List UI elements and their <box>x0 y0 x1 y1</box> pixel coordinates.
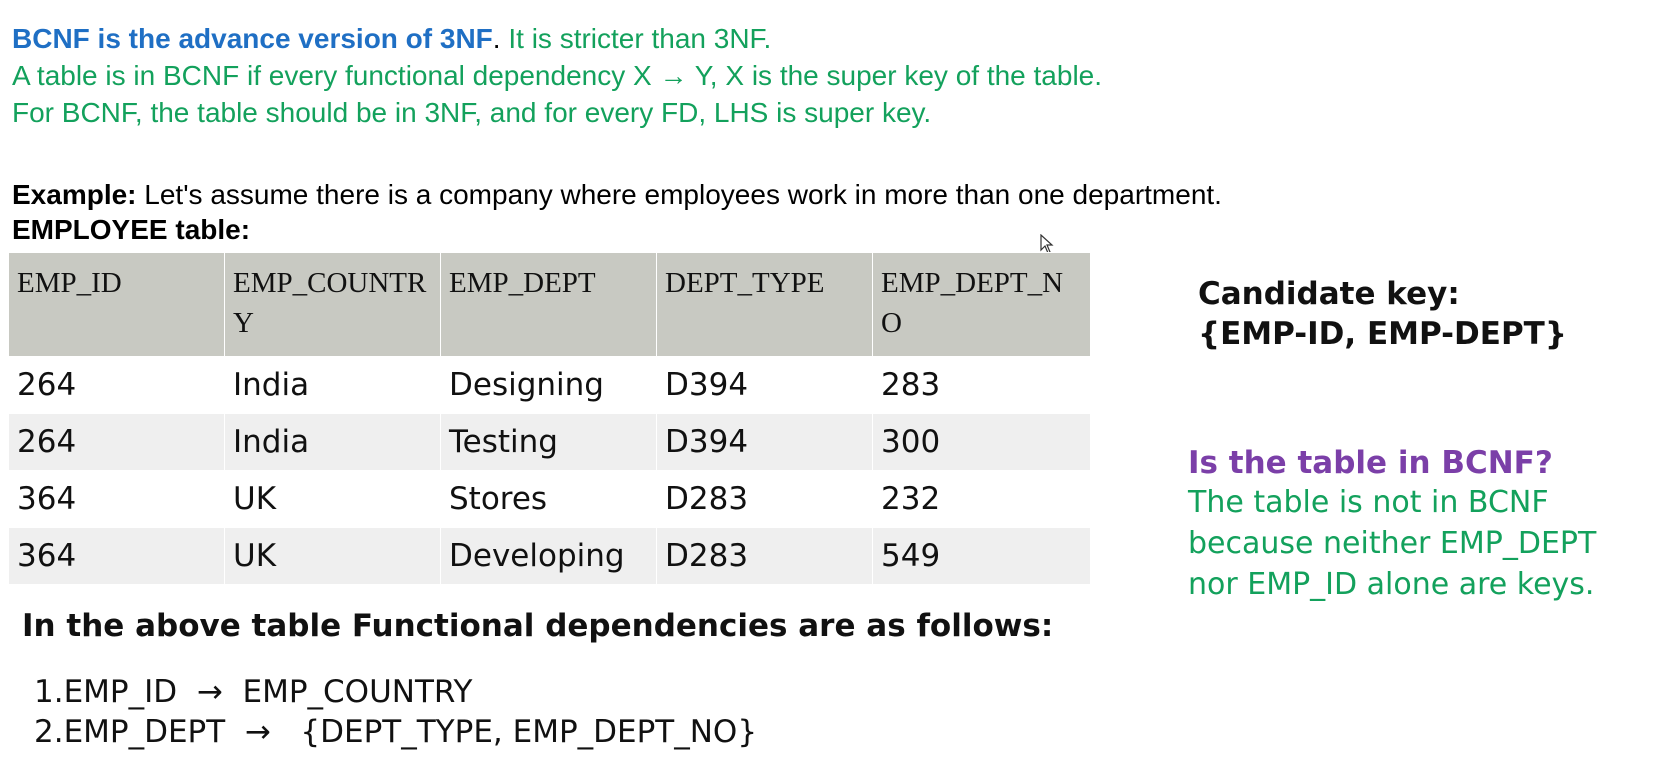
intro-bold-heading: BCNF is the advance version of 3NF <box>12 23 493 54</box>
table-row: 364 UK Developing D283 549 <box>8 527 1091 585</box>
bcnf-answer-line-1: The table is not in BCNF <box>1188 485 1549 520</box>
bcnf-answer-line-2: because neither EMP_DEPT <box>1188 526 1597 561</box>
fd-item-1: 1.EMP_ID → EMP_COUNTRY <box>34 674 473 710</box>
example-label: Example: <box>12 179 137 210</box>
table-cell: Stores <box>440 470 657 528</box>
table-cell: UK <box>224 527 441 585</box>
table-cell: D283 <box>656 470 873 528</box>
intro-line-2: A table is in BCNF if every functional d… <box>12 60 1103 91</box>
table-cell: D394 <box>656 356 873 414</box>
header-dept-type: DEPT_TYPE <box>656 252 873 357</box>
intro-stricter-text: It is stricter than 3NF. <box>500 23 772 54</box>
fd-item-2: 2.EMP_DEPT → {DEPT_TYPE, EMP_DEPT_NO} <box>34 714 758 750</box>
table-cell: Developing <box>440 527 657 585</box>
table-cell: D283 <box>656 527 873 585</box>
header-emp-dept: EMP_DEPT <box>440 252 657 357</box>
table-row: 264 India Testing D394 300 <box>8 413 1091 471</box>
intro-line-3: For BCNF, the table should be in 3NF, an… <box>12 97 932 128</box>
bcnf-answer-line-3: nor EMP_ID alone are keys. <box>1188 567 1595 602</box>
candidate-key-label: Candidate key: <box>1198 276 1460 312</box>
mouse-cursor-icon <box>1040 234 1054 254</box>
table-cell: UK <box>224 470 441 528</box>
table-cell: Testing <box>440 413 657 471</box>
fd-heading: In the above table Functional dependenci… <box>22 608 1054 644</box>
table-row: 264 India Designing D394 283 <box>8 356 1091 414</box>
table-row: 364 UK Stores D283 232 <box>8 470 1091 528</box>
table-cell: 283 <box>872 356 1091 414</box>
table-cell: India <box>224 413 441 471</box>
employee-table: EMP_ID EMP_COUNTRY EMP_DEPT DEPT_TYPE EM… <box>8 252 1091 585</box>
example-line: Example: Let's assume there is a company… <box>12 177 1222 213</box>
intro-period: . <box>492 23 501 54</box>
candidate-key-value: {EMP-ID, EMP-DEPT} <box>1198 316 1567 352</box>
example-text: Let's assume there is a company where em… <box>136 179 1222 210</box>
table-header-row: EMP_ID EMP_COUNTRY EMP_DEPT DEPT_TYPE EM… <box>8 252 1091 357</box>
table-cell: 264 <box>8 356 225 414</box>
header-emp-id: EMP_ID <box>8 252 225 357</box>
table-cell: 364 <box>8 470 225 528</box>
bcnf-question: Is the table in BCNF? <box>1188 445 1553 481</box>
table-cell: 549 <box>872 527 1091 585</box>
header-emp-dept-no: EMP_DEPT_NO <box>872 252 1091 357</box>
table-cell: Designing <box>440 356 657 414</box>
table-cell: D394 <box>656 413 873 471</box>
header-emp-country: EMP_COUNTRY <box>224 252 441 357</box>
table-cell: 300 <box>872 413 1091 471</box>
table-cell: 264 <box>8 413 225 471</box>
table-cell: 364 <box>8 527 225 585</box>
table-cell: 232 <box>872 470 1091 528</box>
table-cell: India <box>224 356 441 414</box>
intro-line-1: BCNF is the advance version of 3NF. It i… <box>12 20 771 58</box>
table-title: EMPLOYEE table: <box>12 214 251 245</box>
